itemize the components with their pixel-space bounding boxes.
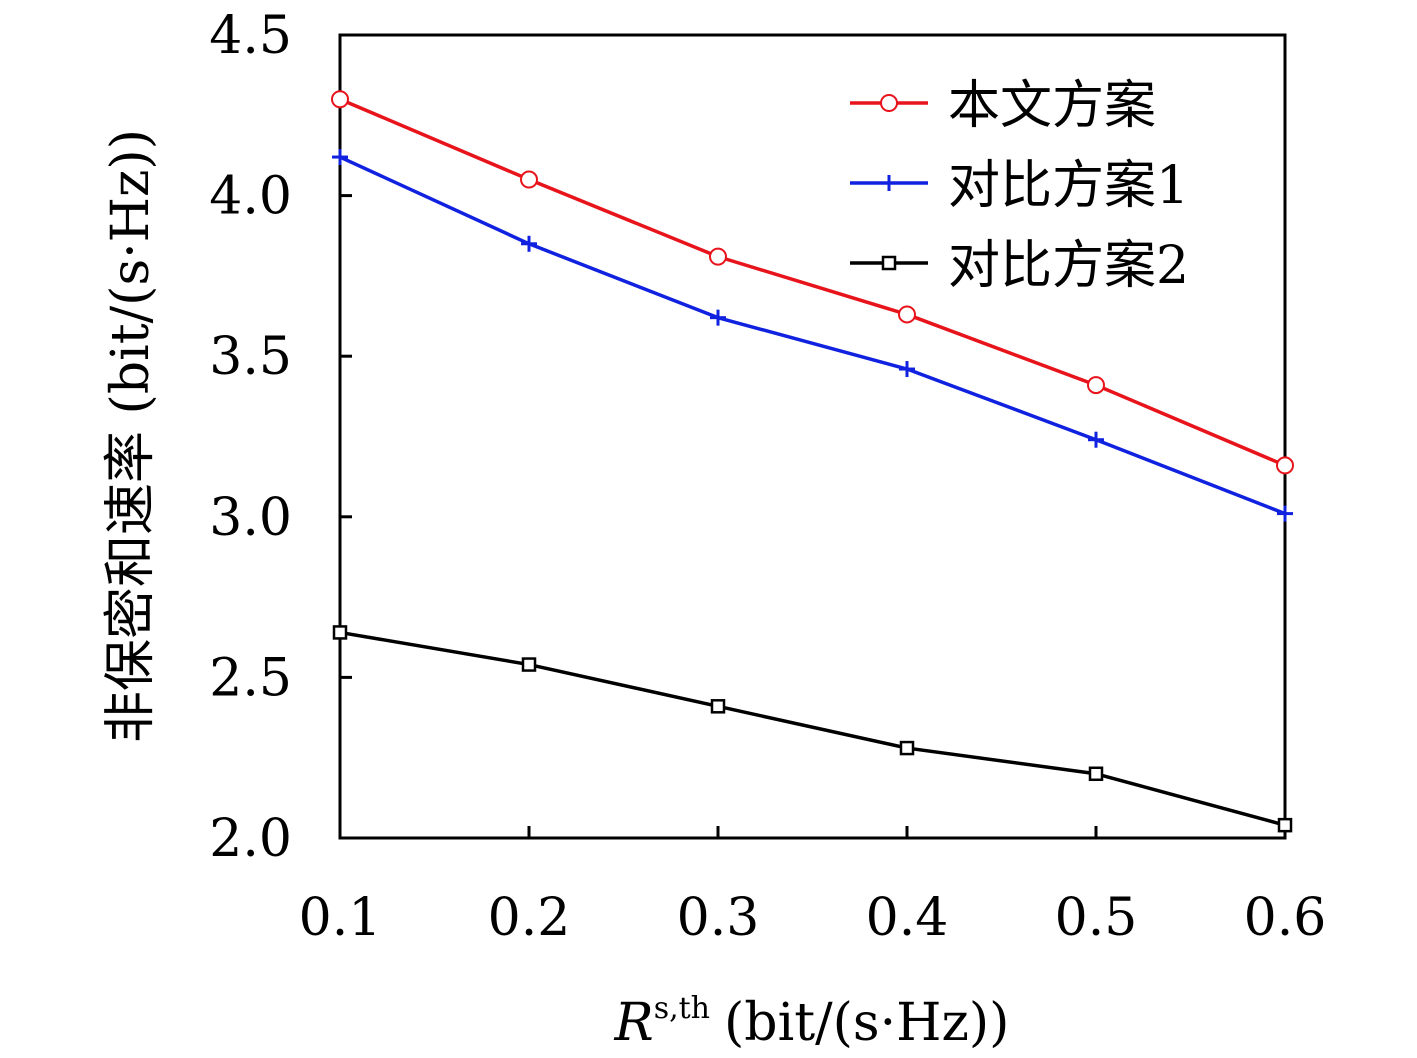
y-tick-label: 2.0 [209, 809, 292, 869]
legend-label: 对比方案2 [948, 236, 1189, 296]
legend-marker [881, 175, 897, 191]
y-tick-label: 3.0 [209, 488, 292, 548]
data-point [520, 170, 538, 189]
series-2 [332, 149, 1293, 522]
data-point [331, 90, 349, 109]
x-tick-label: 0.6 [1244, 888, 1327, 948]
x-axis-label-superscript: s,th [654, 991, 710, 1026]
legend-marker [880, 94, 898, 112]
y-tick-label: 4.0 [209, 167, 292, 227]
x-ticks: 0.1 0.2 0.3 0.4 0.5 0.6 [299, 826, 1327, 948]
x-tick-label: 0.2 [488, 888, 571, 948]
y-tick-label: 3.5 [209, 327, 292, 387]
series-layer [331, 90, 1294, 833]
x-axis-label-main: R [614, 993, 654, 1053]
x-tick-label: 0.1 [299, 888, 382, 948]
data-point [1276, 456, 1294, 475]
legend-entry: 对比方案2 [850, 236, 1189, 296]
series-line [339, 630, 1286, 827]
data-point [1088, 766, 1104, 782]
data-point [1277, 505, 1293, 522]
data-point [899, 361, 915, 378]
data-point [898, 305, 916, 324]
legend-entry: 对比方案1 [850, 156, 1189, 216]
data-point [710, 309, 726, 326]
x-tick-label: 0.5 [1055, 888, 1138, 948]
data-point [332, 625, 348, 640]
x-axis-label-unit: (bit/(s·Hz)) [724, 993, 1009, 1053]
y-axis-label: 非保密和速率 (bit/(s·Hz)) [101, 129, 161, 743]
y-tick-label: 4.5 [209, 6, 292, 66]
series-line [339, 155, 1286, 516]
data-point [1087, 376, 1105, 395]
x-axis-label: Rs,th (bit/(s·Hz)) [614, 991, 1010, 1053]
plot-frame [338, 33, 1287, 840]
legend-entry: 本文方案 [850, 76, 1156, 136]
legend-label: 本文方案 [948, 76, 1156, 136]
y-tick-label: 2.5 [209, 648, 292, 708]
data-point [521, 657, 537, 672]
data-point [710, 699, 726, 714]
data-point [521, 235, 537, 252]
data-point [332, 149, 348, 166]
series-3 [332, 625, 1293, 833]
data-point [899, 740, 915, 756]
y-ticks: 2.0 2.5 3.0 3.5 4.0 4.5 [209, 6, 352, 869]
legend-label: 对比方案1 [948, 156, 1189, 216]
x-tick-label: 0.3 [677, 888, 760, 948]
x-tick-label: 0.4 [866, 888, 949, 948]
data-point [709, 247, 727, 266]
data-point [1088, 431, 1104, 448]
legend-marker [881, 255, 897, 271]
series-line [339, 97, 1286, 468]
data-point [1277, 817, 1293, 833]
series-1 [331, 90, 1294, 475]
